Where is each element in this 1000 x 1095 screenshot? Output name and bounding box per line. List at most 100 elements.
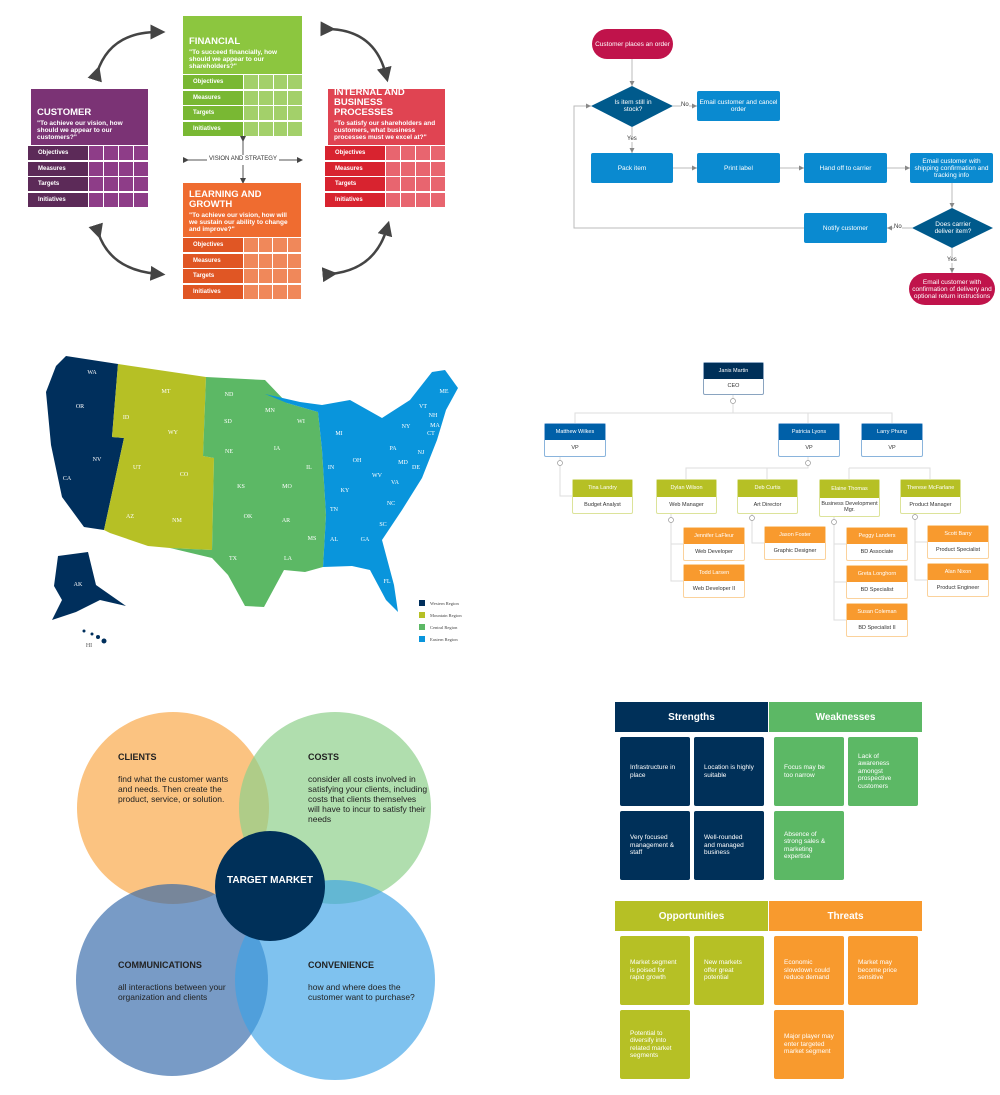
mountain-region bbox=[104, 364, 214, 550]
target-market-label: TARGET MARKET bbox=[227, 875, 313, 886]
state-label-ks: KS bbox=[237, 484, 245, 490]
set-title: COMMUNICATIONS bbox=[118, 960, 202, 970]
decision-delivery bbox=[912, 208, 993, 248]
grid-cell bbox=[244, 90, 258, 105]
perspective-title: INTERNAL AND BUSINESS PROCESSES bbox=[334, 87, 405, 118]
state-label-hi: HI bbox=[85, 643, 93, 649]
customer-row: Targets bbox=[28, 177, 148, 191]
state-label-ma: MA bbox=[430, 423, 440, 429]
state-label-ia: IA bbox=[273, 446, 281, 452]
grid-cell bbox=[416, 192, 430, 207]
grid-cell bbox=[258, 106, 273, 120]
org-node-name: Elaine Thomas bbox=[820, 480, 879, 498]
grid-cell bbox=[89, 146, 103, 160]
no-label: No bbox=[681, 102, 689, 108]
perspective-question: "To succeed financially, how should we a… bbox=[189, 49, 278, 70]
western-region bbox=[46, 356, 124, 530]
state-label-sd: SD bbox=[224, 419, 232, 425]
org-node-title: CEO bbox=[727, 383, 740, 390]
decision-stock-label: Is item still in stock? bbox=[614, 99, 652, 113]
org-node-vp: Matthew Wilkes VP bbox=[544, 423, 606, 457]
customer-row: Measures bbox=[28, 161, 148, 176]
state-label-co: CO bbox=[179, 472, 189, 478]
grid-cell bbox=[134, 177, 148, 191]
financial-row: Initiatives bbox=[183, 121, 302, 136]
order-flowchart: Customer places an order Is item still i… bbox=[0, 0, 1000, 320]
org-node-manager: Deb Curtis Art Director bbox=[737, 479, 798, 514]
state-label-ny: NY bbox=[401, 424, 411, 430]
org-node-name: Jennifer LaFleur bbox=[684, 528, 744, 544]
state-label-or: OR bbox=[75, 404, 85, 410]
grid-cell bbox=[89, 192, 103, 207]
org-node-name: Dylan Wilson bbox=[657, 480, 716, 497]
grid-cell bbox=[273, 284, 287, 299]
state-label-ar: AR bbox=[281, 518, 291, 524]
set-title: COSTS bbox=[308, 752, 340, 762]
org-node-name: Tina Landry bbox=[573, 480, 632, 497]
legend-swatch bbox=[419, 636, 425, 642]
legend-swatch bbox=[419, 624, 425, 630]
state-label-nc: NC bbox=[386, 501, 396, 507]
map-shapes bbox=[46, 356, 458, 644]
learning-row: Measures bbox=[183, 253, 301, 268]
org-node-name: Greta Longhorn bbox=[847, 566, 907, 582]
grid-cell bbox=[244, 75, 258, 89]
grid-cell bbox=[287, 284, 301, 299]
internal-row: Objectives bbox=[325, 146, 445, 160]
grid-cell bbox=[273, 238, 287, 252]
grid-cell bbox=[288, 75, 302, 89]
grid-cell bbox=[431, 177, 445, 191]
grid-cell bbox=[119, 177, 133, 191]
org-node-staff: Greta Longhorn BD Specialist bbox=[846, 565, 908, 599]
state-label-ak: AK bbox=[73, 582, 83, 588]
row-label: Objectives bbox=[183, 238, 243, 252]
row-label: Initiatives bbox=[183, 121, 243, 136]
org-node-name: Todd Larsen bbox=[684, 565, 744, 581]
org-chart: Janis Martin CEO Matthew Wilkes VP Patricia … bbox=[544, 362, 989, 637]
org-node-manager: Therese McFarlane Product Manager bbox=[900, 479, 961, 514]
carrier-step: Hand off to carrier bbox=[804, 153, 887, 183]
row-label: Targets bbox=[183, 269, 243, 283]
state-label-ut: UT bbox=[133, 465, 141, 471]
legend-swatch bbox=[419, 612, 425, 618]
grid-cell bbox=[119, 161, 133, 176]
state-label-oh: OH bbox=[352, 458, 362, 464]
set-title: CONVENIENCE bbox=[308, 960, 375, 970]
grid-cell bbox=[288, 106, 302, 120]
state-label-nd: ND bbox=[224, 392, 234, 398]
row-label: Targets bbox=[28, 177, 88, 191]
org-node-staff: Susan Coleman BD Specialist II bbox=[846, 603, 908, 637]
cycle-arrows bbox=[87, 21, 393, 283]
org-node-name: Deb Curtis bbox=[738, 480, 797, 497]
grid-cell bbox=[287, 269, 301, 283]
grid-cell bbox=[258, 121, 273, 136]
flow-connectors bbox=[573, 59, 993, 273]
grid-cell bbox=[416, 177, 430, 191]
org-node-title: BD Associate bbox=[860, 549, 894, 555]
state-label-vt: VT bbox=[419, 404, 427, 410]
org-node-staff: Peggy Landers BD Associate bbox=[846, 527, 908, 561]
state-label-tn: TN bbox=[330, 507, 338, 513]
org-node-title: VP bbox=[805, 445, 813, 451]
grid-cell bbox=[386, 192, 400, 207]
legend-label: Western Region bbox=[430, 600, 459, 606]
org-node-title: Business Development Mgr. bbox=[821, 501, 878, 513]
clients-circle bbox=[77, 712, 269, 904]
grid-cell bbox=[104, 177, 118, 191]
balanced-scorecard: VISION AND STRATEGY FINANCIAL "To succeed… bbox=[0, 0, 480, 310]
grid-cell bbox=[104, 192, 118, 207]
pack-step: Pack item bbox=[591, 153, 673, 183]
grid-cell bbox=[258, 253, 272, 268]
grid-cell bbox=[134, 192, 148, 207]
swot-header-weaknesses: Weaknesses bbox=[769, 702, 922, 732]
org-node-ceo: Janis Martin CEO bbox=[703, 362, 764, 395]
legend-swatch bbox=[419, 600, 425, 606]
grid-cell bbox=[119, 146, 133, 160]
hawaii bbox=[82, 629, 107, 644]
state-label-ct: CT bbox=[427, 431, 435, 437]
grid-cell bbox=[244, 253, 258, 268]
set-title: CLIENTS bbox=[118, 752, 157, 762]
grid-cell bbox=[401, 192, 415, 207]
state-label-wi: WI bbox=[297, 419, 305, 425]
